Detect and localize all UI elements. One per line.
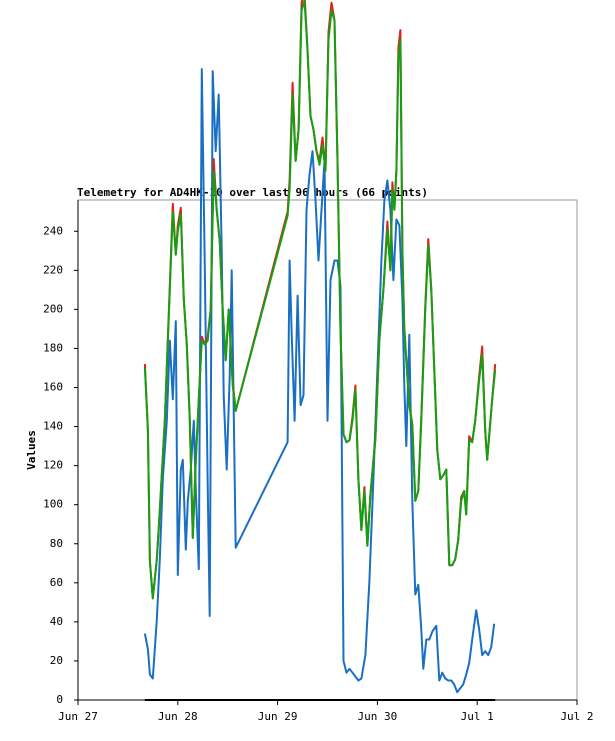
series-line — [143, 0, 497, 600]
x-tick-label: Jul 2 — [560, 710, 593, 723]
y-tick-label: 20 — [50, 654, 63, 667]
y-tick-label: 120 — [43, 459, 63, 472]
x-tick-label: Jun 30 — [358, 710, 398, 723]
y-tick-label: 40 — [50, 615, 63, 628]
y-tick-label: 160 — [43, 381, 63, 394]
y-tick-label: 60 — [50, 576, 63, 589]
y-axis-label: Values — [25, 430, 38, 470]
x-tick-label: Jun 28 — [158, 710, 198, 723]
y-tick-label: 200 — [43, 302, 63, 315]
y-tick-label: 140 — [43, 420, 63, 433]
y-tick-label: 100 — [43, 498, 63, 511]
y-tick-label: 80 — [50, 537, 63, 550]
chart-title: Telemetry for AD4HK-10 over last 96 hour… — [77, 186, 428, 199]
series-line — [143, 68, 496, 694]
x-tick-label: Jun 29 — [258, 710, 298, 723]
x-tick-label: Jun 27 — [58, 710, 98, 723]
x-tick-label: Jul 1 — [461, 710, 494, 723]
y-tick-label: 240 — [43, 224, 63, 237]
y-tick-label: 220 — [43, 263, 63, 276]
y-tick-label: 180 — [43, 341, 63, 354]
y-tick-label: 0 — [56, 693, 63, 706]
plot-frame — [77, 199, 578, 701]
